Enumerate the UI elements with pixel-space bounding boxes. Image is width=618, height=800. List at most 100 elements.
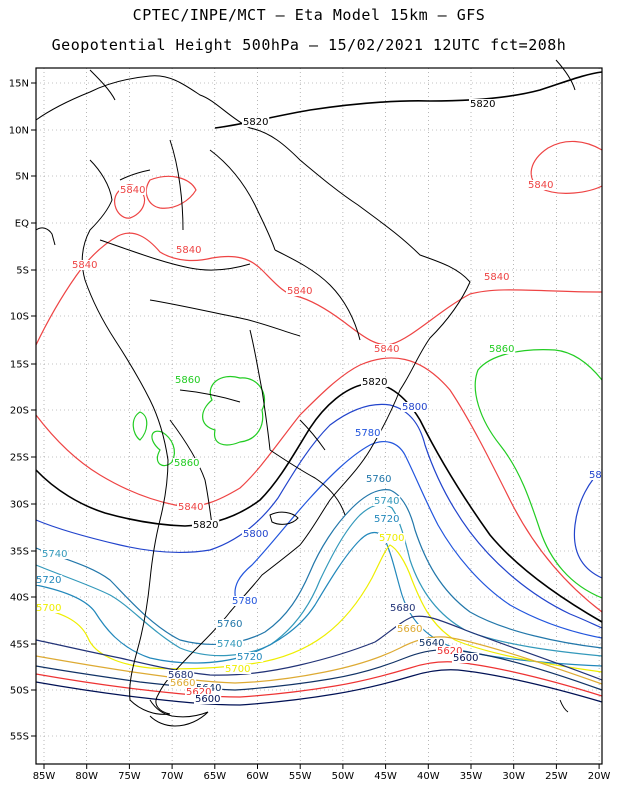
contour-label-bg xyxy=(418,638,446,648)
contour-label: 5840 xyxy=(178,502,203,513)
contour-5860 xyxy=(202,376,266,446)
contour-label: 5660 xyxy=(170,678,195,689)
lat-tick-label: 10N xyxy=(9,126,29,137)
contour-label-bg xyxy=(373,344,401,354)
contour-label: 5840 xyxy=(287,286,312,297)
lon-tick-label: 25W xyxy=(545,771,568,782)
land-outline xyxy=(274,249,361,341)
land-outline xyxy=(35,227,56,246)
contour-label: 5740 xyxy=(42,549,67,560)
lon-tick-label: 20W xyxy=(588,771,611,782)
land-outline xyxy=(99,239,251,271)
contour-label-bg xyxy=(389,603,417,613)
lat-tick-label: 40S xyxy=(10,593,29,604)
lat-tick-label: 15S xyxy=(10,360,29,371)
contour-5860 xyxy=(151,430,175,467)
contour-label: 5840 xyxy=(484,272,509,283)
axis-ticks: 15N 10N 5N EQ 5S 10S 15S 20S 25S 30S 35S 40S 45S 50S 5… xyxy=(9,79,611,783)
contour-5820 xyxy=(214,71,603,129)
lon-tick-label: 40W xyxy=(417,771,440,782)
contour-label: 5820 xyxy=(243,117,268,128)
contour-label-bg xyxy=(286,286,314,296)
contour-label: 5660 xyxy=(397,624,422,635)
contour-5800 xyxy=(35,403,603,629)
contour-lines xyxy=(35,71,603,706)
lat-tick-label: 45S xyxy=(10,640,29,651)
contour-label-bg xyxy=(236,652,264,662)
lat-tick-label: 50S xyxy=(10,686,29,697)
lon-tick-label: 70W xyxy=(161,771,184,782)
contour-5780 xyxy=(234,441,603,639)
contour-label-bg xyxy=(169,678,197,688)
lon-tick-label: 35W xyxy=(460,771,483,782)
contour-label: 5840 xyxy=(120,185,145,196)
lat-tick-label: 5N xyxy=(15,172,29,183)
contour-label-bg xyxy=(588,470,603,480)
contour-5740 xyxy=(35,504,603,657)
contour-label-bg xyxy=(242,117,270,127)
lat-tick-label: 30S xyxy=(10,500,29,511)
lat-tick-label: 20S xyxy=(10,406,29,417)
contour-label: 5840 xyxy=(176,245,201,256)
contour-5680 xyxy=(35,615,603,681)
land-outline xyxy=(269,511,299,525)
contour-label: 5840 xyxy=(374,344,399,355)
lon-tick-label: 50W xyxy=(332,771,355,782)
contour-5840 xyxy=(35,357,603,613)
contour-label-bg xyxy=(242,529,270,539)
contour-label: 5720 xyxy=(237,652,262,663)
contour-label: 5600 xyxy=(453,653,478,664)
contour-label: 5780 xyxy=(355,428,380,439)
lat-tick-label: 5S xyxy=(16,266,29,277)
contour-label: 5720 xyxy=(36,575,61,586)
contour-5840 xyxy=(145,175,197,209)
contour-label-bg xyxy=(488,344,516,354)
land-outline xyxy=(169,139,184,231)
contour-label-bg xyxy=(396,624,424,634)
contour-label: 5800 xyxy=(402,402,427,413)
map-frame xyxy=(35,67,603,765)
map-title: CPTEC/INPE/MCT – Eta Model 15km – GFS xyxy=(132,6,486,24)
contour-label: 5700 xyxy=(36,603,61,614)
contour-5840 xyxy=(114,184,145,219)
land-outline xyxy=(299,419,326,451)
lat-tick-label: 55S xyxy=(10,732,29,743)
contour-label-bg xyxy=(216,619,244,629)
land-outline xyxy=(555,59,576,91)
contour-label-bg xyxy=(35,575,63,585)
contour-label: 5700 xyxy=(379,533,404,544)
contour-5860 xyxy=(132,411,148,441)
gridlines xyxy=(36,68,602,764)
land-outline xyxy=(269,449,346,516)
contour-label-bg xyxy=(177,502,205,512)
contour-5760 xyxy=(35,489,603,649)
lat-tick-label: 10S xyxy=(10,312,29,323)
contour-label-bg xyxy=(469,99,497,109)
contour-label: 5620 xyxy=(437,646,462,657)
lon-tick-label: 30W xyxy=(502,771,525,782)
land-outline xyxy=(179,389,241,403)
contour-label: 5860 xyxy=(175,375,200,386)
land-outline xyxy=(149,699,209,727)
contour-label: 5840 xyxy=(528,180,553,191)
land-outline xyxy=(209,149,276,251)
contour-label-bg xyxy=(373,496,401,506)
land-outline xyxy=(89,69,116,101)
contour-label-bg xyxy=(365,474,393,484)
contour-label: 5640 xyxy=(419,638,444,649)
lon-tick-label: 55W xyxy=(289,771,312,782)
contour-label-bg xyxy=(216,639,244,649)
contour-label: 5820 xyxy=(470,99,495,110)
contour-label: 5700 xyxy=(225,664,250,675)
contour-5640 xyxy=(35,649,603,691)
contour-5660 xyxy=(35,636,603,685)
contour-label-bg xyxy=(71,260,99,270)
contour-label: 5840 xyxy=(72,260,97,271)
lat-tick-label: EQ xyxy=(15,219,29,230)
contour-label-bg xyxy=(41,549,69,559)
contour-label-bg xyxy=(173,458,201,468)
contour-label-bg xyxy=(354,428,382,438)
contour-label-bg xyxy=(527,180,555,190)
land-outline xyxy=(119,169,151,181)
